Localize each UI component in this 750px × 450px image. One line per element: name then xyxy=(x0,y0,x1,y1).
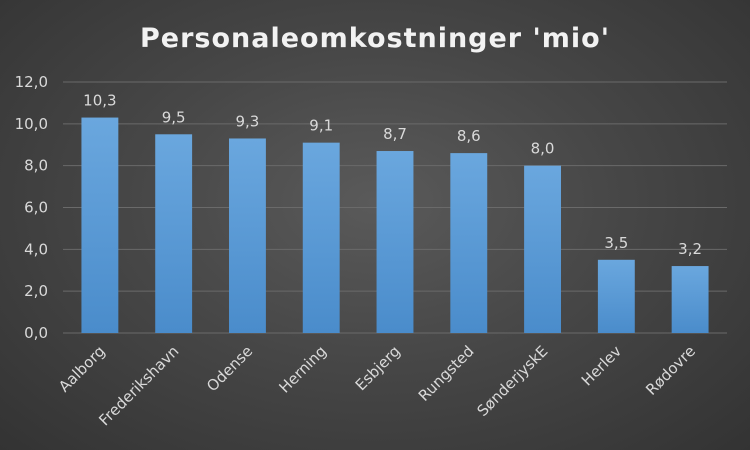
bar xyxy=(155,134,193,333)
x-tick-label: Rungsted xyxy=(415,342,478,405)
y-tick-label: 6,0 xyxy=(24,199,48,217)
bar xyxy=(302,142,340,333)
x-tick-label: Herning xyxy=(276,342,331,397)
data-label: 8,0 xyxy=(531,140,555,158)
bar xyxy=(597,259,635,333)
x-tick-label: Odense xyxy=(203,342,256,395)
bar xyxy=(450,153,488,333)
data-label: 9,1 xyxy=(309,117,333,135)
y-tick-label: 10,0 xyxy=(15,115,48,133)
bar xyxy=(229,138,266,333)
x-tick-label: Aalborg xyxy=(55,342,109,396)
x-tick-label: Herlev xyxy=(578,342,625,389)
x-tick-label: Frederikshavn xyxy=(95,342,182,429)
data-label: 9,3 xyxy=(236,112,260,130)
data-label: 3,5 xyxy=(604,234,628,252)
chart-title: Personaleomkostninger 'mio' xyxy=(140,23,610,54)
y-tick-label: 0,0 xyxy=(24,324,48,342)
x-tick-label: Rødovre xyxy=(642,342,699,399)
y-tick-label: 4,0 xyxy=(24,240,48,258)
data-label: 9,5 xyxy=(162,108,186,126)
y-tick-label: 8,0 xyxy=(24,157,48,175)
y-tick-label: 2,0 xyxy=(24,282,48,300)
data-label: 8,6 xyxy=(457,127,481,145)
data-label: 10,3 xyxy=(83,92,116,110)
bar xyxy=(376,151,414,333)
data-label: 8,7 xyxy=(383,125,407,143)
y-axis-ticks: 0,0 2,0 4,0 6,0 8,0 10,0 12,0 xyxy=(15,73,48,342)
bars xyxy=(81,117,709,333)
x-tick-label: Esbjerg xyxy=(352,342,404,394)
bar xyxy=(671,266,709,333)
bar xyxy=(81,117,119,333)
data-labels: 10,3 9,5 9,3 9,1 8,7 8,6 8,0 3,5 3,2 xyxy=(83,92,702,259)
data-label: 3,2 xyxy=(678,240,702,258)
y-tick-label: 12,0 xyxy=(15,73,48,91)
x-tick-label: SønderjyskE xyxy=(473,342,551,420)
bar xyxy=(524,165,561,333)
